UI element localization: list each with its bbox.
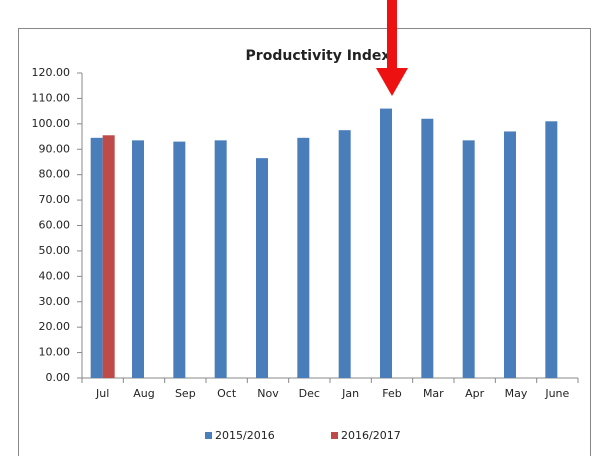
y-tick-label: 80.00	[39, 168, 71, 181]
bar	[256, 158, 268, 378]
x-tick-label: Sep	[175, 387, 196, 400]
legend-label: 2016/2017	[341, 429, 401, 442]
bar	[545, 121, 558, 379]
x-tick-label: Jul	[95, 387, 109, 400]
arrow-head	[376, 68, 408, 96]
y-tick-label: 30.00	[39, 295, 71, 308]
bar	[380, 108, 392, 378]
x-tick-label: Nov	[257, 387, 279, 400]
legend-swatch	[331, 432, 338, 439]
x-tick-label: June	[544, 387, 569, 400]
x-tick-label: Feb	[382, 387, 401, 400]
y-tick-label: 10.00	[39, 346, 71, 359]
y-tick-label: 90.00	[39, 142, 71, 155]
y-tick-label: 70.00	[39, 193, 71, 206]
annotation-arrow	[376, 0, 408, 96]
arrow-shaft	[387, 0, 397, 70]
y-tick-label: 0.00	[46, 371, 71, 384]
legend-label: 2015/2016	[215, 429, 275, 442]
x-tick-label: Aug	[133, 387, 154, 400]
y-tick-label: 20.00	[39, 320, 71, 333]
x-tick-label: Oct	[217, 387, 237, 400]
bar	[214, 140, 227, 378]
bar	[504, 131, 516, 378]
y-tick-label: 110.00	[32, 91, 71, 104]
bar	[102, 135, 115, 378]
bar	[90, 137, 103, 378]
legend-swatch	[205, 432, 212, 439]
y-tick-label: 40.00	[39, 269, 71, 282]
x-tick-label: Mar	[423, 387, 444, 400]
x-tick-label: May	[505, 387, 528, 400]
x-tick-label: Apr	[465, 387, 485, 400]
bar	[421, 118, 434, 378]
x-tick-label: Dec	[299, 387, 320, 400]
y-tick-label: 50.00	[39, 244, 71, 257]
chart-title: Productivity Index	[246, 48, 391, 64]
bar	[338, 130, 351, 378]
bar	[132, 140, 144, 378]
y-tick-label: 60.00	[39, 219, 71, 232]
y-tick-label: 100.00	[32, 117, 71, 130]
bar	[462, 140, 475, 378]
x-tick-label: Jan	[341, 387, 359, 400]
y-tick-label: 120.00	[32, 66, 71, 79]
bar	[173, 141, 186, 378]
bar	[297, 137, 310, 378]
